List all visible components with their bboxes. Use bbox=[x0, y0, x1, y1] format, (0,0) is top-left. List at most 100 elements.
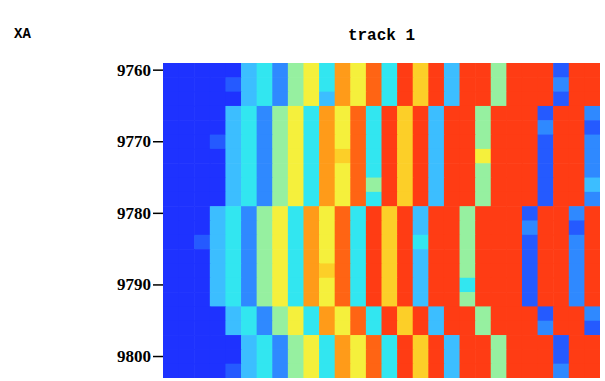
cell bbox=[397, 306, 413, 321]
cell bbox=[553, 349, 569, 364]
cell bbox=[241, 263, 257, 278]
cell bbox=[350, 206, 366, 221]
cell bbox=[163, 106, 179, 121]
cell bbox=[460, 364, 476, 378]
cell bbox=[522, 335, 538, 350]
cell bbox=[288, 120, 304, 135]
cell bbox=[584, 178, 600, 193]
cell bbox=[163, 364, 179, 378]
cell bbox=[569, 321, 585, 336]
tick-label: 9790 bbox=[117, 275, 151, 294]
cell bbox=[397, 321, 413, 336]
cell bbox=[506, 306, 522, 321]
cell bbox=[210, 278, 226, 293]
cell bbox=[303, 249, 319, 264]
cell bbox=[225, 349, 241, 364]
cell bbox=[460, 235, 476, 250]
cell bbox=[366, 106, 382, 121]
cell bbox=[413, 335, 429, 350]
cell bbox=[428, 349, 444, 364]
cell bbox=[444, 120, 460, 135]
cell bbox=[319, 249, 335, 264]
cell bbox=[194, 235, 210, 250]
cell bbox=[491, 321, 507, 336]
tick-label: 9800 bbox=[117, 347, 151, 366]
cell bbox=[382, 92, 398, 107]
cell bbox=[366, 206, 382, 221]
cell bbox=[350, 77, 366, 92]
cell bbox=[225, 192, 241, 207]
cell bbox=[319, 292, 335, 307]
cell bbox=[210, 120, 226, 135]
cell bbox=[319, 235, 335, 250]
cell bbox=[272, 92, 288, 107]
cell bbox=[194, 278, 210, 293]
cell bbox=[413, 192, 429, 207]
cell bbox=[382, 235, 398, 250]
cell bbox=[319, 163, 335, 178]
cell bbox=[335, 178, 351, 193]
cell bbox=[303, 106, 319, 121]
cell bbox=[522, 77, 538, 92]
cell bbox=[241, 249, 257, 264]
cell bbox=[335, 92, 351, 107]
cell bbox=[350, 321, 366, 336]
cell bbox=[319, 106, 335, 121]
cell bbox=[522, 106, 538, 121]
cell bbox=[382, 163, 398, 178]
cell bbox=[163, 221, 179, 236]
cell bbox=[179, 306, 195, 321]
cell bbox=[413, 149, 429, 164]
cell bbox=[553, 335, 569, 350]
cell bbox=[553, 77, 569, 92]
tick-mark bbox=[153, 213, 163, 215]
cell bbox=[163, 77, 179, 92]
cell bbox=[257, 77, 273, 92]
cell bbox=[288, 278, 304, 293]
cell bbox=[194, 135, 210, 150]
cell bbox=[444, 321, 460, 336]
cell bbox=[335, 135, 351, 150]
cell bbox=[569, 163, 585, 178]
cell bbox=[553, 92, 569, 107]
cell bbox=[444, 335, 460, 350]
cell bbox=[303, 192, 319, 207]
cell bbox=[428, 77, 444, 92]
cell bbox=[335, 77, 351, 92]
cell bbox=[538, 221, 554, 236]
cell bbox=[319, 149, 335, 164]
cell bbox=[506, 278, 522, 293]
cell bbox=[319, 306, 335, 321]
cell bbox=[397, 278, 413, 293]
cell bbox=[553, 206, 569, 221]
cell bbox=[366, 321, 382, 336]
cell bbox=[491, 292, 507, 307]
cell bbox=[584, 192, 600, 207]
cell bbox=[319, 221, 335, 236]
cell bbox=[522, 63, 538, 78]
cell bbox=[491, 63, 507, 78]
cell bbox=[272, 263, 288, 278]
cell bbox=[350, 149, 366, 164]
cell bbox=[460, 77, 476, 92]
cell bbox=[491, 278, 507, 293]
cell bbox=[584, 235, 600, 250]
cell bbox=[553, 120, 569, 135]
cell bbox=[584, 206, 600, 221]
cell bbox=[210, 206, 226, 221]
cell bbox=[194, 192, 210, 207]
cell bbox=[366, 192, 382, 207]
cell bbox=[288, 192, 304, 207]
cell bbox=[288, 349, 304, 364]
cell bbox=[335, 292, 351, 307]
cell bbox=[506, 163, 522, 178]
cell bbox=[366, 135, 382, 150]
cell bbox=[428, 135, 444, 150]
cell bbox=[272, 364, 288, 378]
cell bbox=[460, 149, 476, 164]
cell bbox=[491, 77, 507, 92]
cell bbox=[428, 335, 444, 350]
cell bbox=[194, 349, 210, 364]
cell bbox=[522, 364, 538, 378]
cell bbox=[366, 263, 382, 278]
